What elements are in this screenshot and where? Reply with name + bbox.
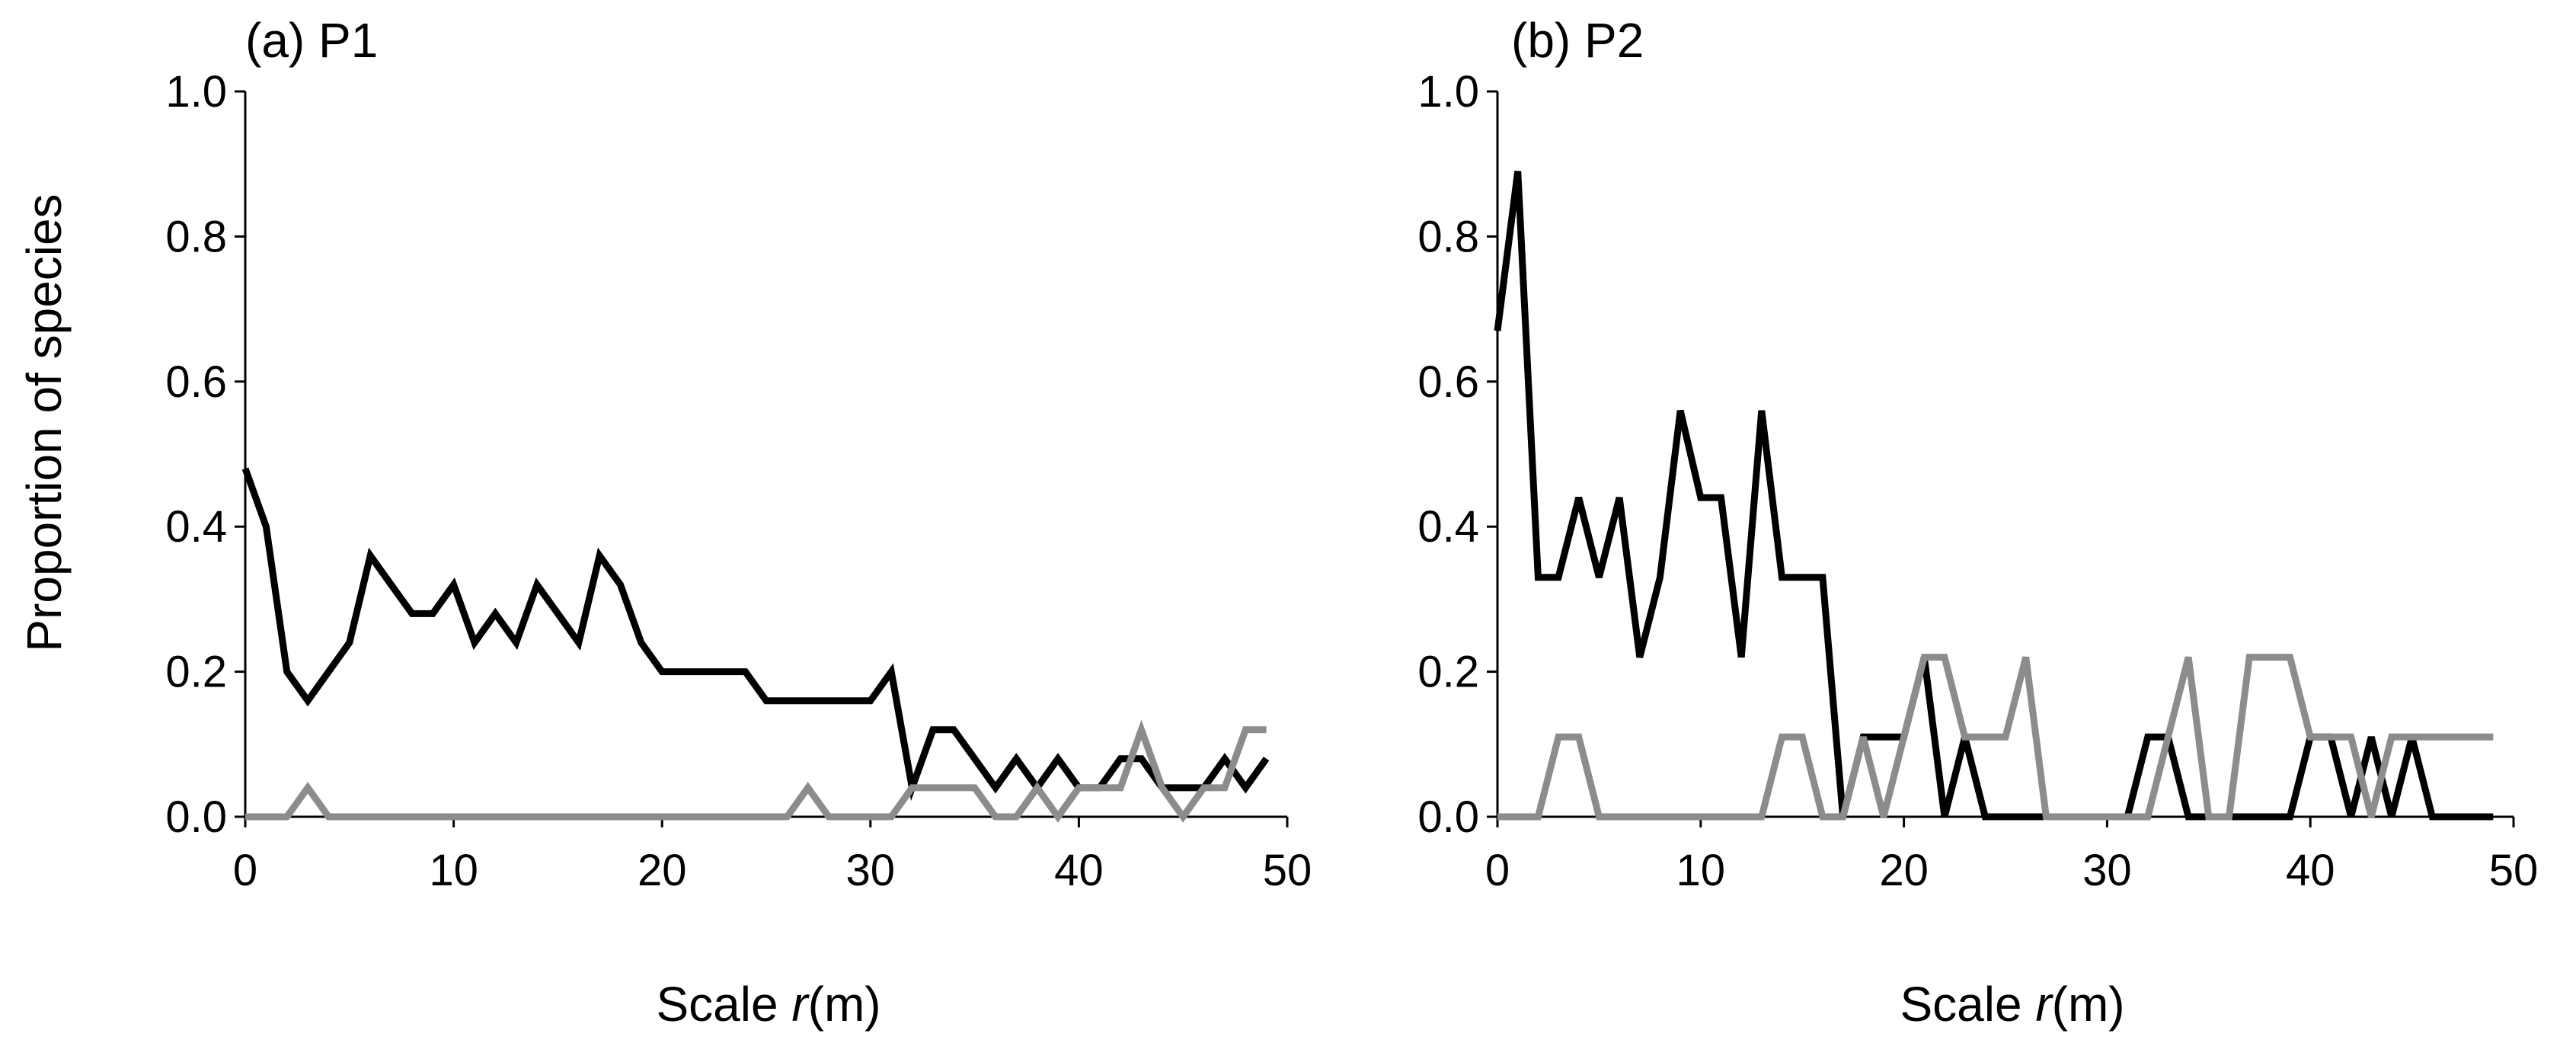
panel-b-y-tick-label: 0.2 bbox=[1417, 648, 1479, 697]
panel-a-x-tick-label: 20 bbox=[638, 846, 687, 895]
panel-b-x-tick-label: 40 bbox=[2286, 846, 2335, 895]
panel-b-y-tick-label: 1.0 bbox=[1417, 67, 1479, 117]
panel-a-x-axis-label-unit: (m) bbox=[808, 977, 881, 1032]
panel-b-series-black bbox=[1494, 171, 2494, 821]
panel-a-y-axis-label: Proportion of species bbox=[17, 194, 72, 651]
panel-a-y-tick-label: 0.0 bbox=[165, 792, 227, 842]
panel-a-title: (a) P1 bbox=[245, 13, 378, 68]
panel-a-x-ticks: 0 10 20 30 40 50 bbox=[233, 817, 1312, 895]
panel-a-x-tick-label: 0 bbox=[233, 846, 257, 895]
panel-a-y-tick-label: 0.2 bbox=[165, 648, 227, 697]
panel-b-x-axis-label-prefix: Scale bbox=[1900, 977, 2035, 1032]
panel-a-x-tick-label: 50 bbox=[1263, 846, 1312, 895]
panel-b-x-axis-label: Scale r(m) bbox=[1900, 977, 2124, 1032]
panel-a-x-axis-label: Scale r(m) bbox=[656, 977, 881, 1032]
panel-b-x-tick-label: 50 bbox=[2489, 846, 2539, 895]
panel-b-series-gray bbox=[1497, 654, 2494, 821]
panel-b-x-tick-label: 10 bbox=[1676, 846, 1726, 895]
panel-a-series-gray bbox=[245, 719, 1267, 823]
panel-a-x-tick-label: 10 bbox=[429, 846, 478, 895]
panel-a-x-tick-label: 30 bbox=[846, 846, 896, 895]
panel-b-x-tick-label: 30 bbox=[2082, 846, 2132, 895]
panel-b-y-ticks: 0.0 0.2 0.4 0.6 0.8 1.0 bbox=[1417, 67, 1497, 842]
panel-a-series bbox=[241, 467, 1270, 823]
panel-b-x-tick-label: 20 bbox=[1879, 846, 1929, 895]
panel-b-chart: (b) P2 Scale r(m) 0.0 0.2 0.4 0.6 0.8 1.0 0 10… bbox=[1417, 13, 2538, 1032]
panel-b-y-tick-label: 0.6 bbox=[1417, 357, 1479, 407]
panel-b-x-axis-label-unit: (m) bbox=[2052, 977, 2125, 1032]
panel-b-x-ticks: 0 10 20 30 40 50 bbox=[1485, 817, 2538, 895]
panel-a-y-tick-label: 0.4 bbox=[165, 502, 227, 552]
panel-a-x-axis-label-prefix: Scale bbox=[656, 977, 791, 1032]
panel-a-chart: (a) P1 Proportion of species Scale r(m) … bbox=[17, 13, 1312, 1032]
panel-b-series bbox=[1494, 171, 2494, 821]
panel-a-y-tick-label: 1.0 bbox=[165, 67, 227, 117]
panel-b-title: (b) P2 bbox=[1511, 13, 1644, 68]
panel-a-y-tick-label: 0.6 bbox=[165, 357, 227, 407]
panel-b-y-tick-label: 0.4 bbox=[1417, 502, 1479, 552]
panel-b-x-axis-label-variable: r bbox=[2035, 977, 2053, 1032]
panel-a-y-ticks: 0.0 0.2 0.4 0.6 0.8 1.0 bbox=[165, 67, 245, 842]
panel-b-x-tick-label: 0 bbox=[1485, 846, 1510, 895]
panel-b-y-tick-label: 0.8 bbox=[1417, 212, 1479, 261]
panel-a-x-tick-label: 40 bbox=[1054, 846, 1104, 895]
panel-b-y-tick-label: 0.0 bbox=[1417, 792, 1479, 842]
panel-a-x-axis-label-variable: r bbox=[791, 977, 810, 1032]
panel-a-y-tick-label: 0.8 bbox=[165, 212, 227, 261]
panel-a-series-black bbox=[241, 467, 1270, 802]
